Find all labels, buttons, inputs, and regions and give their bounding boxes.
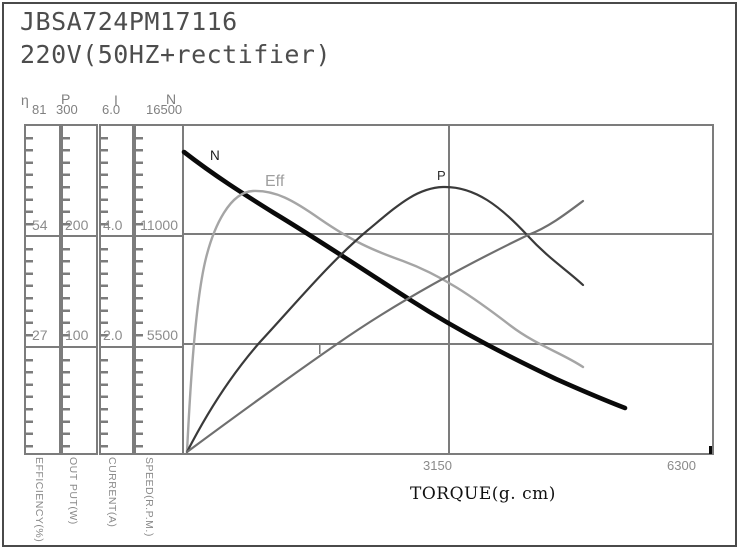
axis-tick-section xyxy=(26,126,59,235)
chart-title-voltage: 220V(50HZ+rectifier) xyxy=(20,40,332,69)
axis-tick-section xyxy=(101,346,132,457)
x-tick-6300: 6300 xyxy=(667,458,696,473)
axis-tick-section xyxy=(63,346,96,457)
axis-tick-section xyxy=(26,235,59,346)
x-axis-end-tick xyxy=(709,446,712,454)
axis-unit-power: OUT PUT(W) xyxy=(67,457,79,525)
axis-fullscale-power: 300 xyxy=(56,102,78,117)
axis-tick-section xyxy=(101,235,132,346)
axis-tick-section xyxy=(26,346,59,457)
axis-tick-label: 2.0 xyxy=(103,327,123,343)
axis-strip-speed: 11000 5500 xyxy=(134,124,184,457)
axis-tick-label: 100 xyxy=(65,327,89,343)
chart-title-model: JBSA724PM17116 xyxy=(20,7,238,36)
efficiency-curve-label: Eff xyxy=(265,173,285,190)
axis-strip-efficiency: 54 27 xyxy=(24,124,61,457)
axis-fullscale-current: 6.0 xyxy=(102,102,121,117)
axis-tick-section xyxy=(101,126,132,235)
axis-symbol-efficiency: η xyxy=(21,92,29,108)
x-tick-3150: 3150 xyxy=(423,458,452,473)
axis-tick-section xyxy=(136,346,182,457)
axis-symbol-power: P xyxy=(61,91,71,107)
axis-tick-section xyxy=(63,235,96,346)
axis-symbol-current: I xyxy=(114,92,118,108)
axis-tick-label: 54 xyxy=(32,217,48,233)
axis-strip-power: 200 100 xyxy=(61,124,98,457)
axis-unit-efficiency: EFFICIENCY(%) xyxy=(33,457,45,543)
axis-tick-section xyxy=(136,126,182,235)
axis-fullscale-speed: 16500 xyxy=(146,102,183,117)
axis-unit-speed: SPEED(R.P.M.) xyxy=(143,457,155,537)
axis-tick-label: 4.0 xyxy=(103,217,123,233)
axis-tick-label: 200 xyxy=(65,217,89,233)
axis-tick-label: 5500 xyxy=(146,327,178,343)
vertical-gridline-3150 xyxy=(448,126,450,453)
axis-tick-label: 11000 xyxy=(140,217,178,233)
speed-curve-label: N xyxy=(210,148,220,163)
axis-strip-current: 4.0 2.0 xyxy=(99,124,134,457)
current-curve-label: I xyxy=(318,342,322,357)
axis-unit-current: CURRENT(A) xyxy=(106,457,118,528)
axis-fullscale-efficiency: 81 xyxy=(32,102,47,117)
axis-tick-label: 27 xyxy=(32,327,48,343)
x-axis-title: TORQUE(g. cm) xyxy=(410,484,556,504)
axis-tick-section xyxy=(63,126,96,235)
axis-tick-section xyxy=(136,235,182,346)
power-curve-label: P xyxy=(437,168,446,183)
axis-symbol-speed: N xyxy=(166,91,177,107)
plot-area xyxy=(182,124,714,455)
